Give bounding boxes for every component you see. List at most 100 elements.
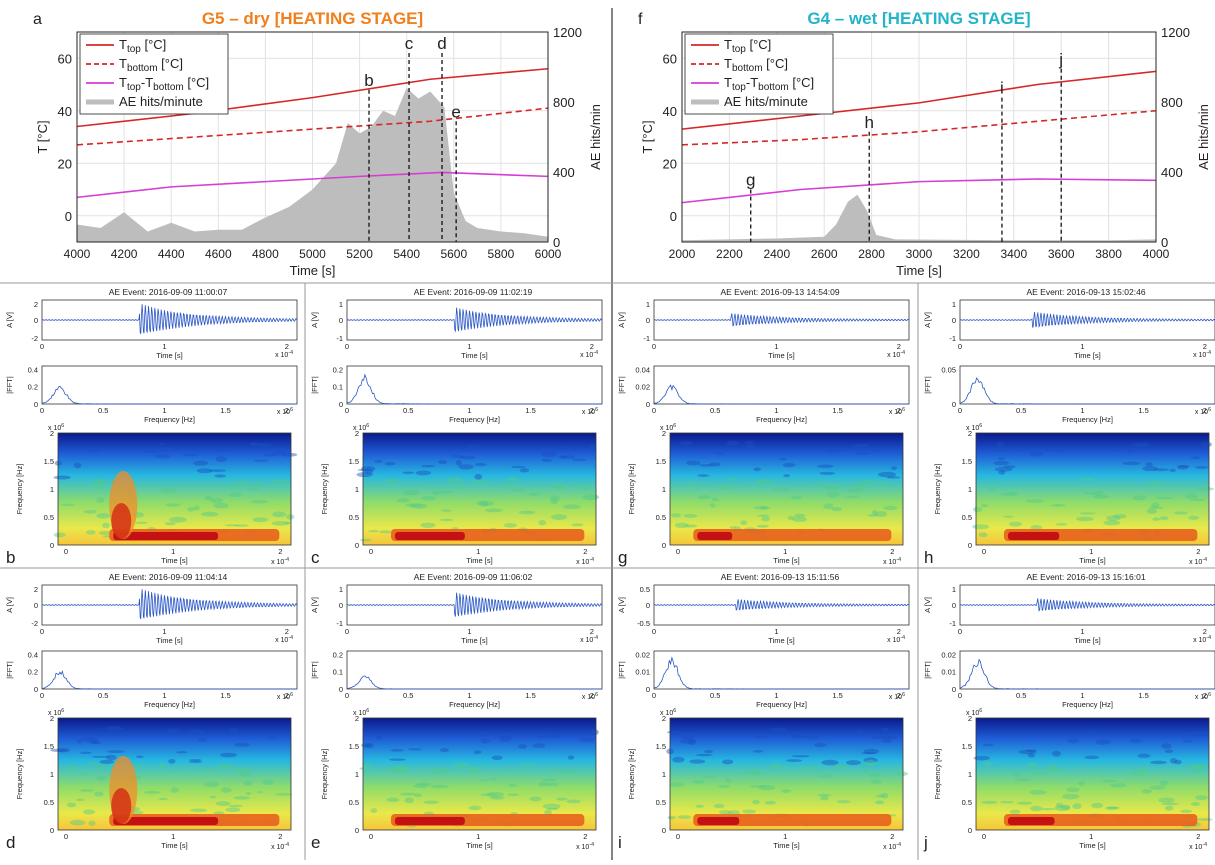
spectrogram-speckle [203, 781, 219, 788]
waveform-line [959, 311, 1215, 328]
spectrogram-speckle [188, 760, 203, 763]
spectrogram-speckle [1190, 802, 1200, 807]
spec-time-tick: 1 [1089, 832, 1093, 841]
event-title: AE Event: 2016-09-09 11:02:19 [414, 287, 533, 297]
spectrogram-speckle [1131, 769, 1147, 776]
spectrogram-speckle [718, 784, 730, 789]
legend-entry: Ttop-Tbottom [°C] [724, 75, 814, 93]
fft-tick: 0.1 [333, 668, 343, 677]
y-right-tick-label: 800 [1161, 95, 1183, 110]
spectrogram-speckle [1129, 443, 1147, 447]
spectrogram-speckle [770, 763, 783, 769]
spectrogram-speckle [246, 487, 262, 491]
spectrogram-speckle [478, 779, 490, 782]
spectrogram-speckle [689, 759, 706, 764]
spectrogram-speckle [250, 442, 258, 445]
spectrogram-frame [975, 717, 1210, 831]
spectrogram-speckle [361, 743, 372, 748]
spectrogram-speckle [167, 770, 181, 773]
spectrogram-speckle [93, 478, 107, 484]
spectrogram-speckle [550, 769, 565, 773]
spectrogram-speckle [718, 485, 734, 490]
spectrogram-speckle [821, 759, 839, 766]
spectrogram-speckle [271, 450, 287, 456]
spectrogram-speckle [1161, 802, 1180, 806]
spectrogram-speckle [834, 765, 847, 769]
amplitude-tick: -1 [336, 334, 343, 343]
spectrogram-speckle [695, 804, 705, 808]
spec-time-tick: 2 [890, 547, 894, 556]
spectrogram-speckle [234, 742, 251, 747]
spectrogram-speckle [867, 514, 879, 517]
spec-time-tick: 0 [982, 547, 986, 556]
spectrogram-speckle [81, 737, 98, 743]
spectrogram-speckle [485, 508, 503, 513]
spectrogram-speckle [255, 482, 262, 486]
time-xlabel: Time [s] [1074, 351, 1100, 360]
spectrogram-speckle [667, 815, 676, 820]
spec-exponent: x 106 [353, 423, 369, 432]
legend-entry: Tbottom [°C] [119, 56, 183, 74]
spectrogram-speckle [182, 453, 199, 457]
y-right-tick-label: 1200 [553, 25, 582, 40]
spectrogram-speckle [697, 474, 710, 477]
spec-tick: 2 [50, 714, 54, 723]
spectrogram-speckle [1083, 491, 1091, 495]
spectrogram-speckle [1164, 805, 1174, 811]
spectrogram-speckle [413, 783, 429, 788]
spectrogram-speckle [1102, 779, 1117, 783]
spec-time-xlabel: Time [s] [773, 556, 799, 565]
spectrogram-background [670, 433, 903, 545]
spectrogram-speckle [1189, 498, 1206, 502]
spec-tick: 0.5 [656, 798, 666, 807]
spectrogram-speckle [1025, 749, 1037, 752]
y-left-tick-label: 0 [670, 209, 677, 224]
t-diff-line [681, 178, 1157, 204]
spectrogram-speckle [217, 764, 235, 770]
freq-tick: 0.5 [1016, 691, 1026, 700]
spectrogram-speckle [714, 452, 726, 455]
spectrogram-speckle [996, 442, 1005, 448]
spectrogram-speckle [213, 502, 229, 509]
spectrogram-speckle [1030, 525, 1043, 531]
spectrogram-speckle [431, 490, 440, 496]
x-tick-label: 4600 [205, 247, 232, 261]
spectrogram-speckle [687, 738, 697, 745]
freq-tick: 0 [40, 406, 44, 415]
spectrogram-speckle [571, 523, 584, 527]
spec-ylabel: Frequency [Hz] [320, 749, 329, 800]
spectrogram-speckle [770, 727, 787, 732]
spectrogram-speckle [476, 500, 495, 507]
spectrogram-speckle [779, 457, 788, 461]
spectrogram-frame [57, 432, 292, 546]
spectrogram-speckle [1141, 789, 1152, 794]
spectrogram-speckle [175, 751, 188, 754]
spectrogram-speckle [819, 471, 836, 475]
time-tick: 1 [467, 342, 471, 351]
spectrogram-speckle [458, 464, 474, 470]
spectrogram-frame [975, 432, 1210, 546]
spectrogram-speckle [555, 483, 566, 490]
x-tick-label: 5400 [393, 247, 420, 261]
spectrogram-speckle [843, 766, 850, 770]
spectrogram-band [693, 814, 892, 826]
spectrogram-speckle [70, 766, 78, 772]
spectrogram-speckle [69, 819, 86, 826]
spectrogram-speckle [415, 470, 432, 476]
spectrogram-speckle [883, 505, 898, 511]
time-tick: 2 [1203, 627, 1207, 636]
y-left-axis-label: T [°C] [640, 120, 655, 153]
spectrogram-speckle [233, 767, 249, 773]
freq-tick: 0.5 [710, 691, 720, 700]
spectrogram-speckle [753, 749, 764, 753]
spectrogram-speckle [224, 524, 240, 527]
spectrogram-speckle [165, 503, 181, 507]
panel-label-e: e [311, 833, 320, 852]
spectrogram-speckle [563, 504, 581, 510]
spectrogram-speckle [361, 466, 376, 472]
fft-plot-frame [41, 650, 298, 690]
time-tick: 0 [345, 342, 349, 351]
spectrogram-speckle [79, 751, 92, 755]
